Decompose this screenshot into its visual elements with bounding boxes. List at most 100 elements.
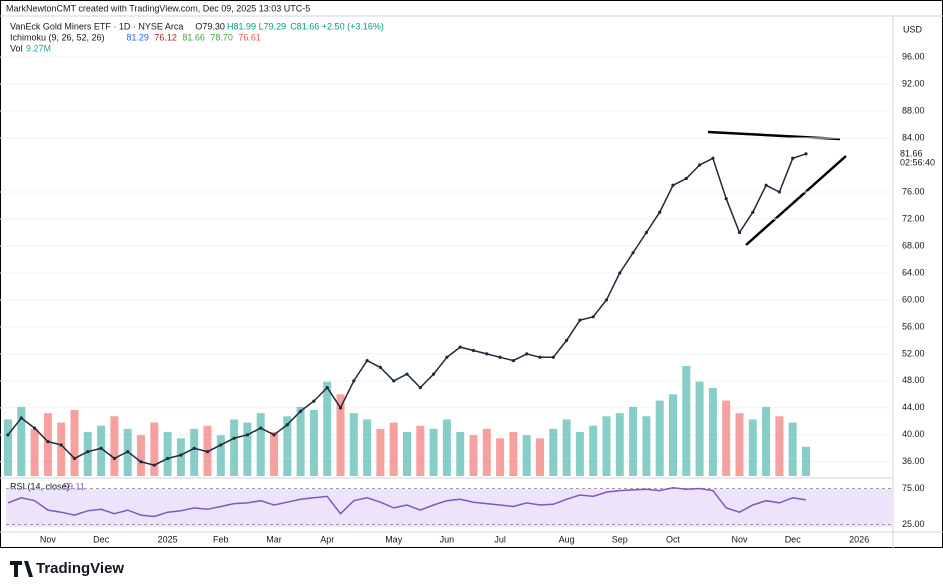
volume-bar bbox=[283, 416, 292, 476]
ichimoku-value: 76.61 bbox=[238, 32, 261, 42]
price-point bbox=[485, 352, 489, 356]
volume-bar bbox=[4, 419, 12, 476]
volume-bar bbox=[30, 428, 39, 476]
price-point bbox=[33, 426, 37, 430]
y-tick-label: 96.00 bbox=[902, 51, 925, 61]
price-point bbox=[618, 271, 622, 275]
volume-bar bbox=[456, 432, 465, 476]
price-point bbox=[631, 251, 635, 255]
volume-bar bbox=[775, 416, 784, 476]
y-tick-label: 68.00 bbox=[902, 240, 925, 250]
price-point bbox=[751, 210, 755, 214]
x-tick-label: Apr bbox=[320, 534, 334, 544]
legend: VanEck Gold Miners ETF · 1D · NYSE Arca … bbox=[10, 21, 183, 491]
volume-bar bbox=[270, 432, 278, 476]
y-tick-label: 44.00 bbox=[902, 402, 925, 412]
volume-bar bbox=[416, 425, 425, 476]
x-tick-label: Jul bbox=[494, 534, 506, 544]
y-tick-label: 52.00 bbox=[902, 348, 925, 358]
y-tick-label: 76.00 bbox=[902, 186, 925, 196]
volume-bar bbox=[655, 400, 664, 476]
ichimoku-value: 81.29 bbox=[126, 32, 149, 42]
price-point bbox=[152, 463, 156, 467]
price-point bbox=[551, 355, 555, 359]
volume-bar bbox=[522, 435, 531, 476]
price-point bbox=[272, 433, 276, 437]
y-tick-label: 60.00 bbox=[902, 294, 925, 304]
y-tick-label: 88.00 bbox=[902, 105, 925, 115]
volume-bar bbox=[163, 432, 172, 476]
volume-bar bbox=[762, 406, 771, 476]
price-point bbox=[458, 345, 462, 349]
last-price: 81.66 bbox=[900, 148, 923, 158]
volume-bar bbox=[788, 422, 797, 476]
volume-bar bbox=[176, 438, 185, 476]
y-tick-label: 40.00 bbox=[902, 429, 925, 439]
price-point bbox=[46, 439, 50, 444]
volume-bar bbox=[442, 419, 451, 476]
price-point bbox=[6, 433, 10, 437]
x-tick-label: Dec bbox=[93, 534, 110, 544]
price-point bbox=[405, 372, 409, 376]
volume-bar bbox=[230, 419, 239, 476]
price-point bbox=[711, 156, 715, 160]
countdown: 02:56:40 bbox=[900, 157, 935, 167]
rsi-band bbox=[6, 489, 893, 527]
price-point bbox=[777, 190, 782, 194]
price-point bbox=[219, 443, 223, 447]
volume-bar bbox=[735, 413, 744, 476]
price-point bbox=[578, 318, 582, 322]
price-point bbox=[299, 409, 303, 413]
price-point bbox=[192, 446, 196, 450]
ohlc-value: C81.66 bbox=[290, 21, 319, 31]
price-point bbox=[378, 365, 382, 369]
price-point bbox=[445, 355, 449, 359]
price-point bbox=[166, 456, 170, 461]
logo-icon bbox=[10, 561, 33, 577]
price-point bbox=[591, 315, 595, 319]
volume-bar bbox=[190, 428, 199, 476]
price-point bbox=[232, 436, 236, 440]
price-point bbox=[498, 355, 502, 359]
price-point bbox=[72, 456, 77, 461]
credit: MarkNewtonCMT created with TradingView.c… bbox=[6, 3, 310, 13]
ohlc-value: +2.50 (+3.16%) bbox=[322, 21, 384, 31]
volume-bar bbox=[376, 428, 385, 476]
price-point bbox=[418, 386, 422, 390]
volume-bar bbox=[137, 435, 145, 476]
volume-bar bbox=[642, 416, 651, 476]
volume-bar bbox=[722, 400, 731, 476]
volume-bar bbox=[575, 432, 584, 476]
rsi-tick-label: 75.00 bbox=[902, 483, 925, 493]
x-tick-label: May bbox=[385, 534, 403, 544]
volume-bar bbox=[802, 446, 810, 476]
x-tick-label: Nov bbox=[731, 534, 748, 544]
volume-bar bbox=[602, 416, 611, 476]
currency: USD bbox=[903, 24, 923, 34]
vol-label: Vol bbox=[10, 43, 23, 53]
vol-value: 9.27M bbox=[26, 43, 51, 53]
rsi-tick-label: 25.00 bbox=[902, 519, 925, 529]
price-point bbox=[352, 379, 356, 383]
price-point bbox=[126, 450, 130, 454]
volume-bar bbox=[469, 435, 478, 476]
volume-bar bbox=[496, 438, 505, 476]
volume-bar bbox=[110, 416, 119, 476]
volume-bar bbox=[549, 428, 558, 476]
y-tick-label: 72.00 bbox=[902, 213, 925, 223]
volume-bar bbox=[43, 413, 52, 476]
y-tick-label: 36.00 bbox=[902, 456, 925, 466]
price-point bbox=[392, 379, 396, 383]
symbol: VanEck Gold Miners ETF · 1D · NYSE Arca bbox=[10, 21, 183, 31]
volume-bar bbox=[296, 406, 305, 476]
price-point bbox=[59, 443, 63, 447]
ichimoku-value: 78.70 bbox=[210, 32, 233, 42]
volume-bar bbox=[97, 425, 106, 476]
price-point bbox=[205, 450, 210, 454]
volume-bar bbox=[748, 419, 757, 476]
price-point bbox=[338, 406, 343, 410]
x-tick-label: Jun bbox=[440, 534, 455, 544]
y-tick-label: 56.00 bbox=[902, 321, 925, 331]
price-point bbox=[791, 156, 795, 160]
